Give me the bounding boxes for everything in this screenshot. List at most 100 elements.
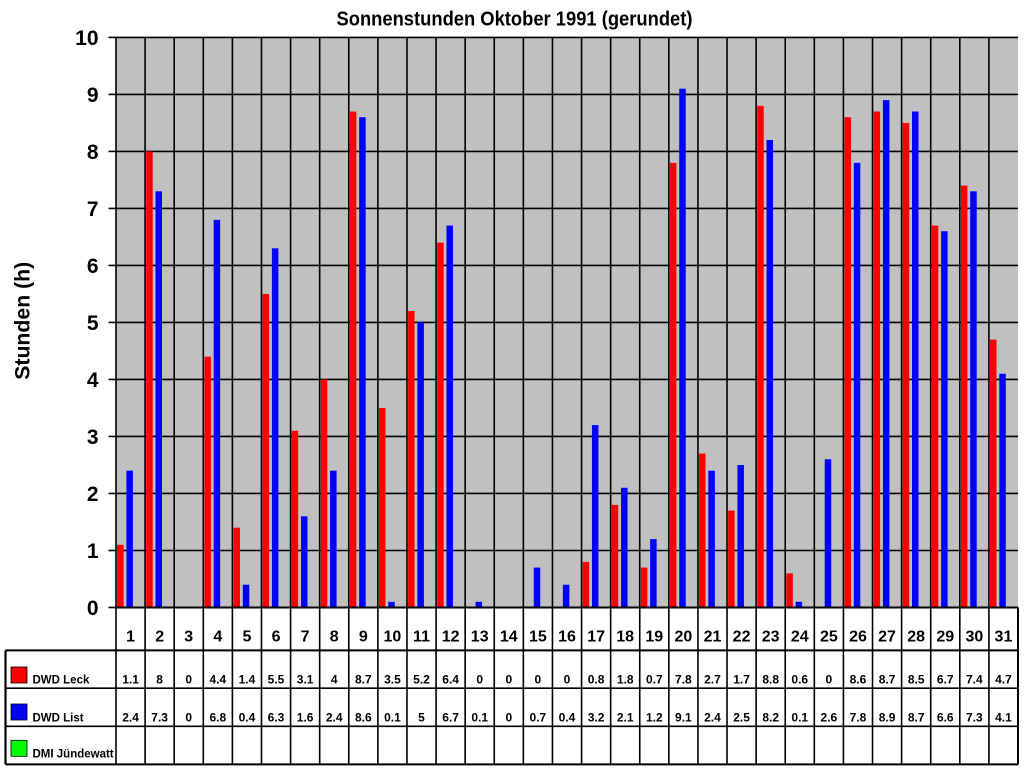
svg-text:21: 21: [704, 629, 722, 646]
svg-text:24: 24: [791, 629, 809, 646]
svg-text:16: 16: [558, 629, 576, 646]
svg-text:0: 0: [826, 673, 833, 687]
svg-text:8.7: 8.7: [355, 673, 372, 687]
svg-text:7.8: 7.8: [850, 710, 867, 724]
svg-text:5: 5: [418, 710, 425, 724]
svg-text:4: 4: [213, 629, 222, 646]
svg-text:5.2: 5.2: [413, 673, 430, 687]
svg-text:6.4: 6.4: [442, 673, 459, 687]
svg-text:6: 6: [87, 255, 99, 278]
svg-text:Sonnenstunden Oktober 1991 (ge: Sonnenstunden Oktober 1991 (gerundet): [337, 9, 693, 31]
svg-text:6.8: 6.8: [209, 710, 226, 724]
svg-text:2.4: 2.4: [122, 710, 139, 724]
svg-text:5: 5: [87, 312, 99, 335]
svg-text:0.4: 0.4: [559, 710, 576, 724]
svg-text:DWD List: DWD List: [33, 712, 84, 724]
svg-text:12: 12: [442, 629, 460, 646]
svg-text:1.8: 1.8: [617, 673, 634, 687]
svg-text:4.4: 4.4: [209, 673, 226, 687]
svg-text:1.4: 1.4: [239, 673, 256, 687]
svg-text:7: 7: [301, 629, 310, 646]
svg-text:8: 8: [330, 629, 339, 646]
svg-text:2: 2: [155, 629, 164, 646]
svg-text:0.6: 0.6: [791, 673, 808, 687]
svg-text:DWD Leck: DWD Leck: [33, 675, 90, 687]
svg-text:0: 0: [505, 710, 512, 724]
svg-text:2.4: 2.4: [326, 710, 343, 724]
svg-text:30: 30: [965, 629, 983, 646]
svg-text:Stunden (h): Stunden (h): [12, 262, 35, 380]
svg-text:9.1: 9.1: [675, 710, 692, 724]
svg-text:0: 0: [185, 710, 192, 724]
svg-text:4.1: 4.1: [995, 710, 1012, 724]
svg-text:0: 0: [185, 673, 192, 687]
svg-text:1: 1: [126, 629, 135, 646]
svg-text:15: 15: [529, 629, 547, 646]
svg-text:1.1: 1.1: [122, 673, 139, 687]
svg-text:17: 17: [587, 629, 605, 646]
svg-text:25: 25: [820, 629, 838, 646]
svg-text:0: 0: [535, 673, 542, 687]
svg-text:29: 29: [936, 629, 954, 646]
svg-text:0.4: 0.4: [239, 710, 256, 724]
svg-text:0.1: 0.1: [791, 710, 808, 724]
svg-text:8.7: 8.7: [908, 710, 925, 724]
svg-text:3.2: 3.2: [588, 710, 605, 724]
svg-text:10: 10: [384, 629, 402, 646]
svg-text:2.6: 2.6: [821, 710, 838, 724]
svg-text:0: 0: [87, 597, 99, 620]
svg-text:9: 9: [359, 629, 368, 646]
svg-text:6.3: 6.3: [268, 710, 285, 724]
svg-text:0.7: 0.7: [646, 673, 663, 687]
svg-text:DMI Jündewatt: DMI Jündewatt: [33, 748, 114, 760]
svg-text:4: 4: [331, 673, 338, 687]
svg-text:8.5: 8.5: [908, 673, 925, 687]
svg-text:5.5: 5.5: [268, 673, 285, 687]
svg-text:1.6: 1.6: [297, 710, 314, 724]
svg-text:14: 14: [500, 629, 518, 646]
svg-text:11: 11: [413, 629, 430, 646]
svg-text:0: 0: [505, 673, 512, 687]
svg-text:0.1: 0.1: [384, 710, 401, 724]
svg-text:7.8: 7.8: [675, 673, 692, 687]
svg-text:5: 5: [242, 629, 251, 646]
svg-text:6.7: 6.7: [937, 673, 954, 687]
svg-text:27: 27: [878, 629, 896, 646]
svg-text:22: 22: [733, 629, 751, 646]
svg-text:31: 31: [995, 629, 1013, 646]
svg-text:28: 28: [907, 629, 925, 646]
svg-text:4: 4: [87, 369, 99, 392]
svg-text:6.7: 6.7: [442, 710, 459, 724]
svg-text:7: 7: [87, 198, 99, 221]
svg-text:0: 0: [476, 673, 483, 687]
svg-text:1.2: 1.2: [646, 710, 663, 724]
svg-text:2.5: 2.5: [733, 710, 750, 724]
svg-text:4.7: 4.7: [995, 673, 1012, 687]
svg-text:2.1: 2.1: [617, 710, 634, 724]
svg-text:0: 0: [564, 673, 571, 687]
svg-text:19: 19: [645, 629, 663, 646]
svg-text:3: 3: [87, 426, 99, 449]
svg-text:20: 20: [674, 629, 692, 646]
svg-text:6.6: 6.6: [937, 710, 954, 724]
svg-text:1: 1: [87, 540, 99, 563]
svg-text:26: 26: [849, 629, 867, 646]
svg-text:0.1: 0.1: [471, 710, 488, 724]
svg-text:6: 6: [272, 629, 281, 646]
svg-text:2: 2: [87, 483, 99, 506]
svg-text:3.5: 3.5: [384, 673, 401, 687]
svg-text:2.7: 2.7: [704, 673, 721, 687]
svg-text:23: 23: [762, 629, 780, 646]
svg-text:9: 9: [87, 84, 99, 107]
svg-text:3.1: 3.1: [297, 673, 314, 687]
svg-text:8.8: 8.8: [762, 673, 779, 687]
svg-text:8.6: 8.6: [850, 673, 867, 687]
svg-text:7.4: 7.4: [966, 673, 983, 687]
svg-text:8: 8: [156, 673, 163, 687]
svg-text:7.3: 7.3: [966, 710, 983, 724]
svg-text:10: 10: [75, 27, 98, 50]
svg-text:0.8: 0.8: [588, 673, 605, 687]
svg-text:13: 13: [471, 629, 489, 646]
svg-text:1.7: 1.7: [733, 673, 750, 687]
svg-text:8.7: 8.7: [879, 673, 896, 687]
